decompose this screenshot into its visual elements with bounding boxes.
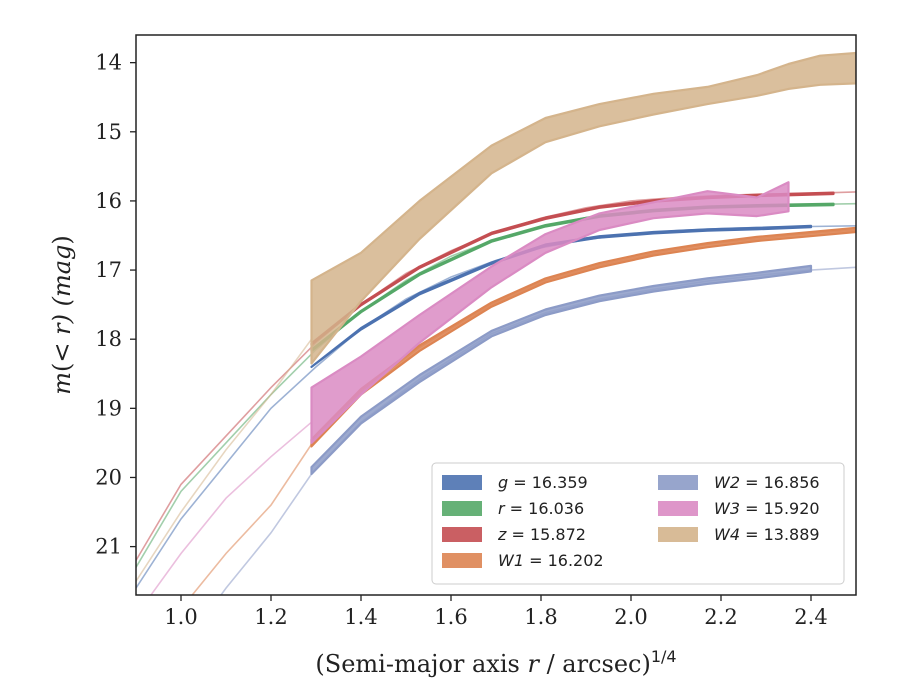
x-tick-label: 1.4 [344, 605, 377, 629]
y-tick-label: 20 [95, 465, 122, 489]
series-band-w1 [310, 226, 856, 448]
y-tick-label: 16 [95, 189, 122, 213]
legend-swatch-w2 [658, 475, 698, 490]
legend-swatch-r [442, 501, 482, 516]
legend-box [431, 462, 845, 585]
legend-swatch-w1 [442, 553, 482, 568]
series-band-w2 [310, 264, 813, 476]
legend-label-r: r = 16.036 [498, 499, 584, 518]
plot-area [136, 51, 856, 595]
series-band-r [310, 202, 835, 353]
y-tick-label: 21 [95, 535, 122, 559]
legend-swatch-z [442, 527, 482, 542]
legend-swatch-w3 [658, 501, 698, 516]
x-tick-label: 1.0 [164, 605, 197, 629]
series-band-w3 [310, 181, 790, 444]
x-tick-label: 2.0 [614, 605, 647, 629]
legend-label-w4: W4 = 13.889 [714, 525, 820, 544]
y-tick-label: 18 [95, 327, 122, 351]
series-model-line-w4 [136, 338, 313, 582]
x-tick-label: 2.4 [794, 605, 827, 629]
legend-label-g: g = 16.359 [498, 473, 588, 492]
legend-swatch-g [442, 475, 482, 490]
x-axis-label: (Semi-major axis r / arcsec)1/4 [315, 647, 676, 678]
legend-label-z: z = 15.872 [497, 525, 586, 544]
y-axis-label: m(< r) (mag) [48, 235, 76, 395]
y-axis: 14 15 16 17 18 19 20 21 [95, 51, 136, 559]
x-tick-label: 1.8 [524, 605, 557, 629]
legend-label-w2: W2 = 16.856 [714, 473, 820, 492]
series-band-z [310, 191, 835, 346]
x-tick-label: 2.2 [704, 605, 737, 629]
y-tick-label: 17 [95, 258, 122, 282]
x-axis: 1.0 1.2 1.4 1.6 1.8 2.0 2.2 2.4 [164, 595, 828, 629]
legend-label-w1: W1 = 16.202 [498, 551, 604, 570]
x-tick-label: 1.6 [434, 605, 467, 629]
y-tick-label: 14 [95, 51, 122, 75]
axes-frame [135, 34, 857, 596]
series-model-line-w3 [149, 421, 313, 595]
y-tick-label: 19 [95, 396, 122, 420]
y-tick-label: 15 [95, 120, 122, 144]
series-band-w4 [310, 51, 856, 365]
legend-label-w3: W3 = 15.920 [714, 499, 820, 518]
x-tick-label: 1.2 [254, 605, 287, 629]
legend: g = 16.359 r = 16.036 z = 15.872 W1 = 16.20… [431, 462, 845, 585]
legend-swatch-w4 [658, 527, 698, 542]
